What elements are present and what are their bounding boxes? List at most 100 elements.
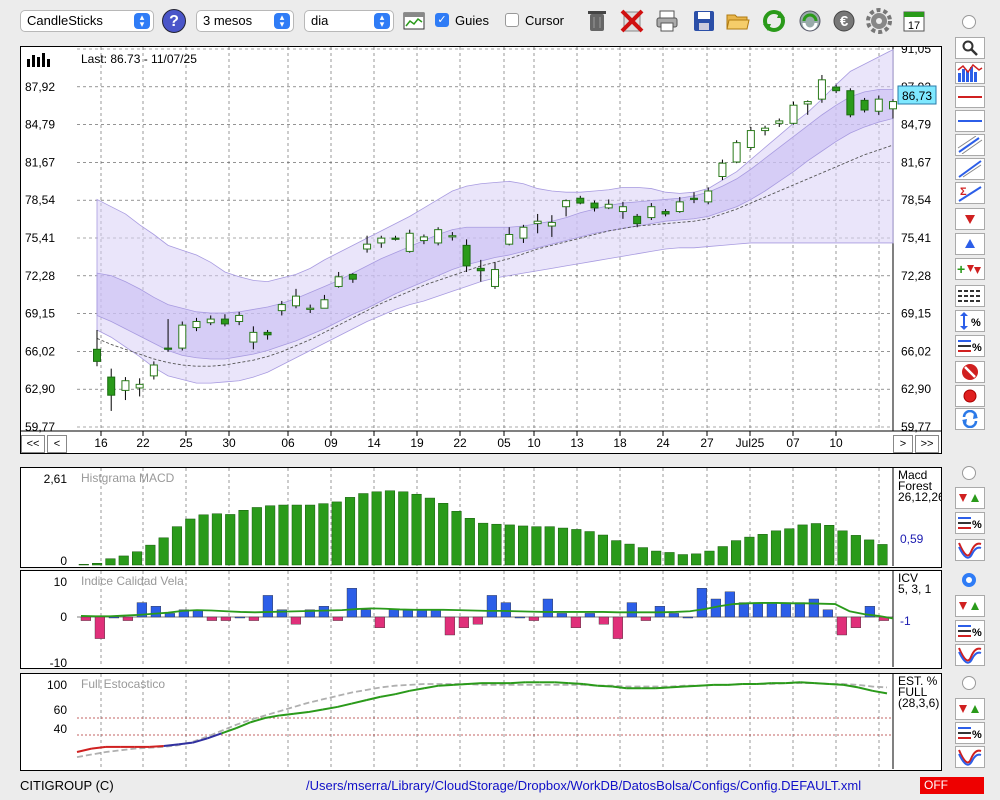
candle (803, 100, 812, 115)
icv-signals-tool[interactable] (955, 595, 985, 617)
icv-bar (206, 616, 218, 621)
volume-profile-tool[interactable] (955, 62, 985, 84)
hline-blue-tool[interactable] (955, 110, 985, 132)
stoch-signals-tool[interactable] (955, 698, 985, 720)
refresh-icon[interactable] (760, 7, 788, 35)
x-tick-label: 06 (281, 436, 295, 450)
chart-type-select[interactable]: CandleSticks ▴ ▾ (20, 10, 154, 32)
stoch-levels-tool[interactable]: % (955, 722, 985, 744)
interval-select[interactable]: dia ▴ ▾ (304, 10, 394, 32)
candle (377, 235, 386, 248)
x-tick-label: 13 (570, 436, 584, 450)
icv-bar (542, 598, 554, 618)
price-chart[interactable]: 91,0587,9287,9284,7984,7981,6781,6778,54… (21, 42, 941, 453)
candle-body (661, 211, 670, 215)
nav-last-button[interactable]: >> (915, 435, 939, 453)
stoch-chart[interactable]: Full Estocastico 100 60 40 EST. % FULL (… (21, 674, 941, 770)
macd-bar (731, 540, 742, 566)
macd-bar (544, 526, 555, 566)
icv-levels-tool[interactable]: % (955, 620, 985, 642)
regression-tool[interactable]: Σ (955, 182, 985, 204)
stoch-k-segment (149, 745, 164, 748)
y-tick-right: 75,41 (901, 231, 931, 245)
zoom-tool[interactable] (955, 37, 985, 59)
macd-levels-tool[interactable]: % (955, 512, 985, 534)
macd-panel-radio[interactable] (962, 466, 976, 480)
macd-panel[interactable]: Histgrama MACD 2,61 0 Macd Forest 26,12,… (20, 467, 945, 568)
candle-body (220, 318, 229, 325)
nav-first-button[interactable]: << (21, 435, 45, 453)
percent-range-tool[interactable]: % (955, 310, 985, 332)
icv-curve-tool[interactable] (955, 644, 985, 666)
stop-tool[interactable] (955, 361, 985, 383)
icv-panel[interactable]: Indice Calidad Vela 10 0 -10 ICV 5, 3, 1… (20, 570, 942, 670)
nav-next-button[interactable]: > (893, 435, 913, 453)
trash-icon[interactable] (583, 7, 611, 35)
stoch-ytick-60: 60 (54, 703, 68, 717)
candle-body (334, 276, 343, 287)
print-icon[interactable] (653, 7, 681, 35)
candle-body (817, 79, 826, 100)
delete-icon[interactable] (618, 7, 646, 35)
x-tick-label: 19 (410, 436, 424, 450)
open-folder-icon[interactable] (724, 7, 752, 35)
record-tool[interactable] (955, 385, 985, 407)
percent-levels-tool[interactable]: % (955, 335, 985, 357)
cursor-checkbox[interactable] (505, 13, 519, 27)
config-path[interactable]: /Users/mserra/Library/CloudStorage/Dropb… (306, 778, 862, 793)
icv-value: -1 (900, 614, 911, 628)
macd-curve-tool[interactable] (955, 539, 985, 561)
macd-bar (877, 544, 888, 566)
stoch-curve-tool[interactable] (955, 746, 985, 768)
sync-icon[interactable] (796, 7, 824, 35)
levels-tool[interactable] (955, 285, 985, 307)
candle (562, 199, 571, 217)
indicators-panel-icon[interactable] (400, 7, 428, 35)
nav-prev-button[interactable]: < (47, 435, 67, 453)
period-select[interactable]: 3 mesos ▴ ▾ (196, 10, 294, 32)
status-off-badge[interactable]: OFF (920, 777, 984, 794)
macd-bar (797, 524, 808, 566)
stoch-panel[interactable]: Full Estocastico 100 60 40 EST. % FULL (… (20, 673, 942, 771)
save-icon[interactable] (690, 7, 718, 35)
stoch-panel-radio[interactable] (962, 676, 976, 690)
swap-tool[interactable] (955, 408, 985, 430)
macd-chart[interactable]: Histgrama MACD 2,61 0 Macd Forest 26,12,… (21, 468, 945, 568)
gear-icon[interactable] (865, 7, 893, 35)
icv-bar (808, 598, 820, 618)
stoch-k-segment (308, 708, 324, 714)
trend-channel-tool[interactable] (955, 134, 985, 156)
price-panel[interactable]: 91,0587,9287,9284,7984,7981,6781,6778,54… (20, 42, 942, 454)
macd-bar (597, 534, 608, 566)
stoch-k-segment (554, 681, 569, 685)
price-panel-radio[interactable] (962, 15, 976, 29)
calendar-icon[interactable]: 17 (900, 7, 928, 35)
icv-chart[interactable]: Indice Calidad Vela 10 0 -10 ICV 5, 3, 1… (21, 571, 941, 670)
guides-checkbox[interactable]: ✓ (435, 13, 449, 27)
icv-bar (738, 602, 750, 618)
macd-bar (251, 507, 262, 566)
hline-red-tool[interactable] (955, 86, 985, 108)
channel-icon (957, 136, 983, 154)
help-button[interactable]: ? (162, 9, 186, 33)
macd-signals-tool[interactable] (955, 487, 985, 509)
euro-icon[interactable]: € (830, 7, 858, 35)
x-tick-label: 05 (497, 436, 511, 450)
buy-signal-tool[interactable] (955, 233, 985, 255)
candle-body (860, 99, 869, 111)
macd-bar (211, 513, 222, 566)
macd-bar (411, 493, 422, 566)
add-signals-tool[interactable]: + (955, 258, 985, 280)
icv-panel-radio[interactable] (962, 573, 976, 587)
stoch-k-segment (279, 712, 295, 717)
sell-signal-tool[interactable] (955, 208, 985, 230)
candle-body (704, 190, 713, 203)
macd-bar (637, 547, 648, 566)
trendline-tool[interactable] (955, 158, 985, 180)
icv-bar (164, 613, 176, 618)
macd-bar (331, 501, 342, 566)
icv-bar (234, 616, 246, 619)
icv-bar (374, 616, 386, 629)
macd-bar (824, 525, 835, 566)
candle (348, 273, 357, 283)
